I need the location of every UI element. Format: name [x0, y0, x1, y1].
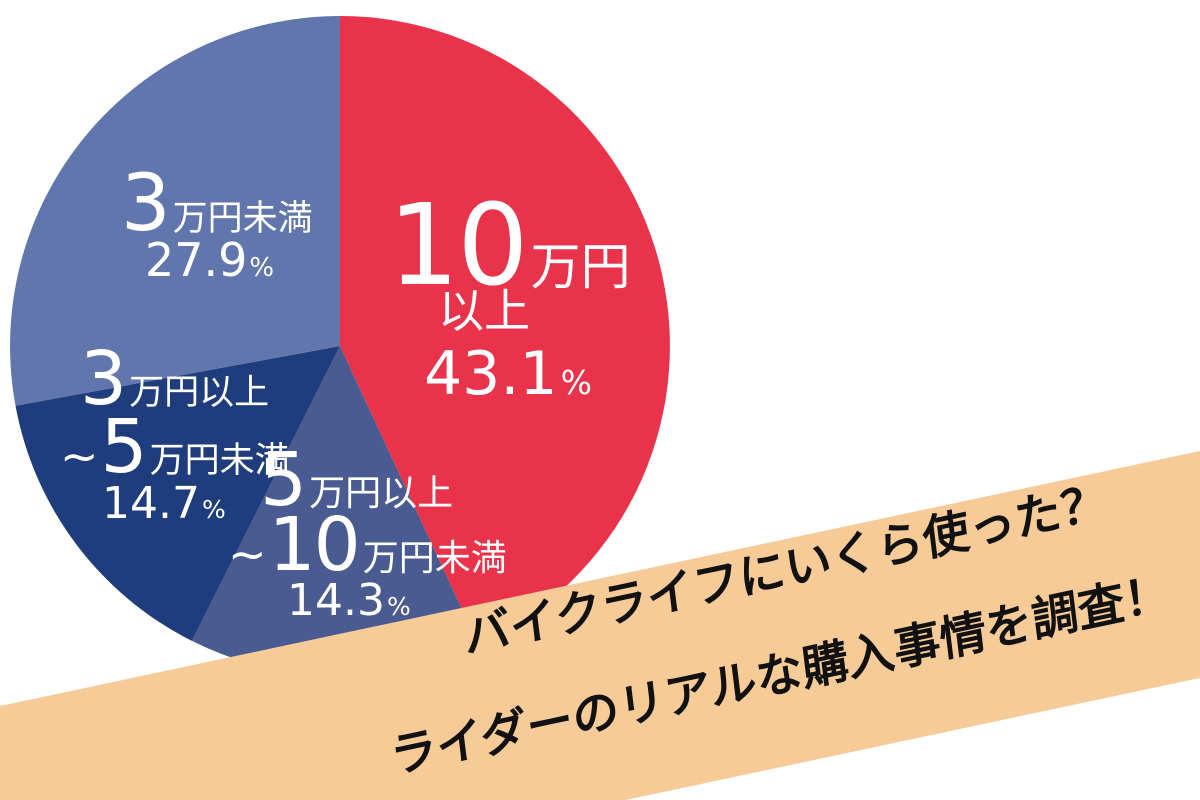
pie-slice-30k-50k — [15, 346, 340, 641]
slice-label-number: 10 — [388, 181, 529, 311]
range-tilde: ~ — [228, 527, 267, 581]
slice-label-number: 5 — [260, 437, 307, 523]
slice-label-suffix: 以上 — [438, 284, 530, 338]
pie-slice-over-100k — [340, 16, 670, 646]
slice-label-over-100k-line1: 10 万円 — [388, 190, 631, 302]
slice-percent-symbol: % — [560, 363, 592, 402]
slice-percent-value: 27.9 — [145, 233, 248, 287]
slice-label-over-100k-percent: 43.1 % — [424, 344, 592, 404]
slice-label-unit: 万円未満 — [362, 538, 507, 579]
slice-label-50k-100k-percent: 14.3 % — [287, 579, 411, 623]
pie-slice-50k-100k — [191, 346, 479, 676]
slice-label-30k-50k-percent: 14.7 % — [102, 482, 226, 526]
pie-slice-under-30k — [10, 16, 341, 406]
slice-label-50k-100k-line1: 5 万円以上 — [260, 443, 453, 517]
slice-label-unit: 万円以上 — [309, 473, 454, 514]
slice-label-unit: 万円未満 — [149, 441, 290, 481]
slice-label-unit: 万円 — [530, 238, 631, 296]
slice-percent-symbol: % — [201, 495, 226, 524]
slice-label-under-30k-line1: 3 万円未満 — [121, 165, 313, 243]
slice-percent-value: 43.1 — [424, 339, 558, 409]
slice-label-50k-100k-line2: ~ 10 万円未満 — [228, 508, 507, 582]
slice-label-30k-50k-line1: 3 万円以上 — [80, 342, 269, 416]
slice-percent-value: 14.3 — [287, 575, 385, 626]
slice-label-unit: 万円未満 — [172, 199, 313, 239]
slice-percent-symbol: % — [249, 253, 275, 283]
slice-percent-value: 14.7 — [102, 478, 200, 529]
slice-label-number: 3 — [121, 159, 171, 249]
slice-label-30k-50k-line2: ~ 5 万円未満 — [60, 410, 290, 484]
slice-label-number: 5 — [100, 404, 148, 490]
slice-label-number: 3 — [80, 336, 127, 422]
slice-label-under-30k-percent: 27.9 % — [145, 237, 274, 283]
slice-label-number: 10 — [268, 502, 361, 588]
slice-label-over-100k-line2: 以上 — [438, 288, 530, 334]
range-tilde: ~ — [60, 429, 99, 483]
slice-label-unit: 万円以上 — [129, 373, 270, 413]
slice-percent-symbol: % — [386, 592, 411, 621]
